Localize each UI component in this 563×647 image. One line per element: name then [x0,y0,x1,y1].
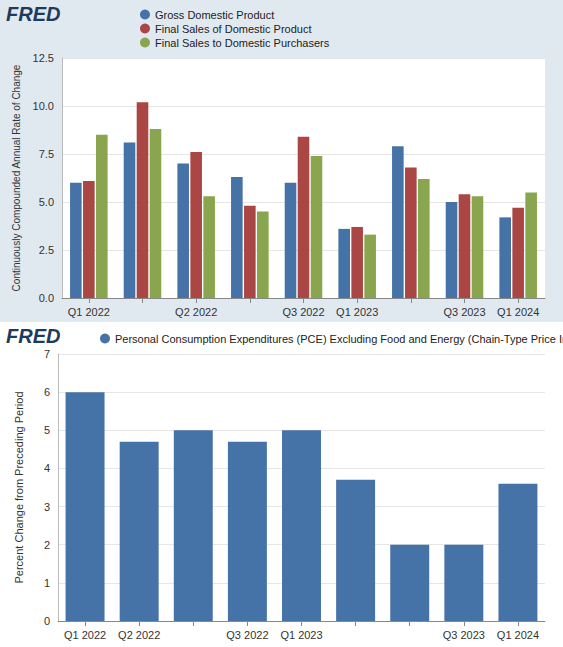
svg-text:FRED: FRED [6,325,60,347]
svg-text:Q2 2022: Q2 2022 [175,306,217,318]
svg-text:10.0: 10.0 [33,100,54,112]
svg-text:2: 2 [44,539,50,551]
svg-text:Q1 2023: Q1 2023 [336,306,378,318]
svg-text:4: 4 [44,462,50,474]
svg-text:3: 3 [44,501,50,513]
svg-text:7: 7 [44,348,50,360]
svg-text:Q1 2024: Q1 2024 [497,629,539,641]
svg-text:Q2 2022: Q2 2022 [118,629,160,641]
svg-text:7.5: 7.5 [39,148,54,160]
svg-text:Final Sales of Domestic Produc: Final Sales of Domestic Product [155,23,312,35]
svg-text:Q1 2024: Q1 2024 [497,306,539,318]
svg-text:2.5: 2.5 [39,244,54,256]
svg-text:FRED: FRED [6,3,60,25]
svg-text:Q3 2023: Q3 2023 [443,629,485,641]
svg-text:0: 0 [44,615,50,627]
svg-text:Final Sales to Domestic Purcha: Final Sales to Domestic Purchasers [155,37,330,49]
svg-text:5.0: 5.0 [39,196,54,208]
svg-text:Q1 2023: Q1 2023 [280,629,322,641]
svg-text:Percent Change from Preceding: Percent Change from Preceding Period [13,392,25,584]
svg-text:Q3 2023: Q3 2023 [443,306,485,318]
svg-text:12.5: 12.5 [33,52,54,64]
svg-text:6: 6 [44,386,50,398]
svg-text:Q1 2022: Q1 2022 [64,629,106,641]
svg-text:5: 5 [44,424,50,436]
svg-text:Personal Consumption Expenditu: Personal Consumption Expenditures (PCE) … [115,333,563,345]
svg-text:1: 1 [44,577,50,589]
svg-text:Gross Domestic Product: Gross Domestic Product [155,9,274,21]
svg-text:Q1 2022: Q1 2022 [68,306,110,318]
svg-text:Q3 2022: Q3 2022 [226,629,268,641]
svg-text:0.0: 0.0 [39,292,54,304]
svg-text:Continuously Compounded Annual: Continuously Compounded Annual Rate of C… [11,64,22,291]
svg-text:Q3 2022: Q3 2022 [282,306,324,318]
